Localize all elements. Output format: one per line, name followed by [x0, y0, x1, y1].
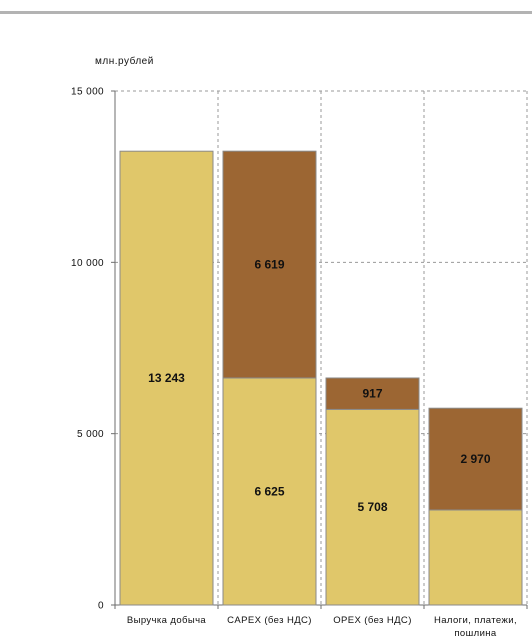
bar-1-series-1: [222, 150, 317, 379]
bar-2-series-1: [325, 377, 420, 410]
bar-0-series-0: [119, 150, 214, 606]
bar-3-series-0: [428, 509, 523, 606]
category-label-1: CAPEX (без НДС): [227, 615, 312, 626]
data-label-1-series-1: 6 619: [254, 258, 284, 272]
bar-3-series-1: [428, 407, 523, 511]
y-axis-unit-label: млн.рублей: [95, 56, 154, 67]
bar-2-series-0: [325, 408, 420, 606]
data-label-2-series-0: 5 708: [357, 500, 387, 514]
category-label-3-line-1: пошлина: [454, 628, 497, 639]
category-label-0: Выручка добыча: [127, 615, 207, 626]
bar-1-series-0: [222, 377, 317, 606]
data-label-1-series-0: 6 625: [254, 484, 284, 498]
y-tick-label-0: 0: [98, 601, 104, 612]
category-label-2: OPEX (без НДС): [333, 615, 412, 626]
category-label-3-line-0: Налоги, платежи,: [434, 615, 517, 626]
data-label-2-series-1: 917: [362, 387, 382, 401]
top-rule: [0, 11, 532, 14]
y-tick-label-3: 15 000: [71, 87, 104, 98]
y-tick-label-2: 10 000: [71, 258, 104, 269]
data-label-0-series-0: 13 243: [148, 371, 185, 385]
y-tick-label-1: 5 000: [77, 429, 104, 440]
data-label-3-series-1: 2 970: [460, 452, 490, 466]
